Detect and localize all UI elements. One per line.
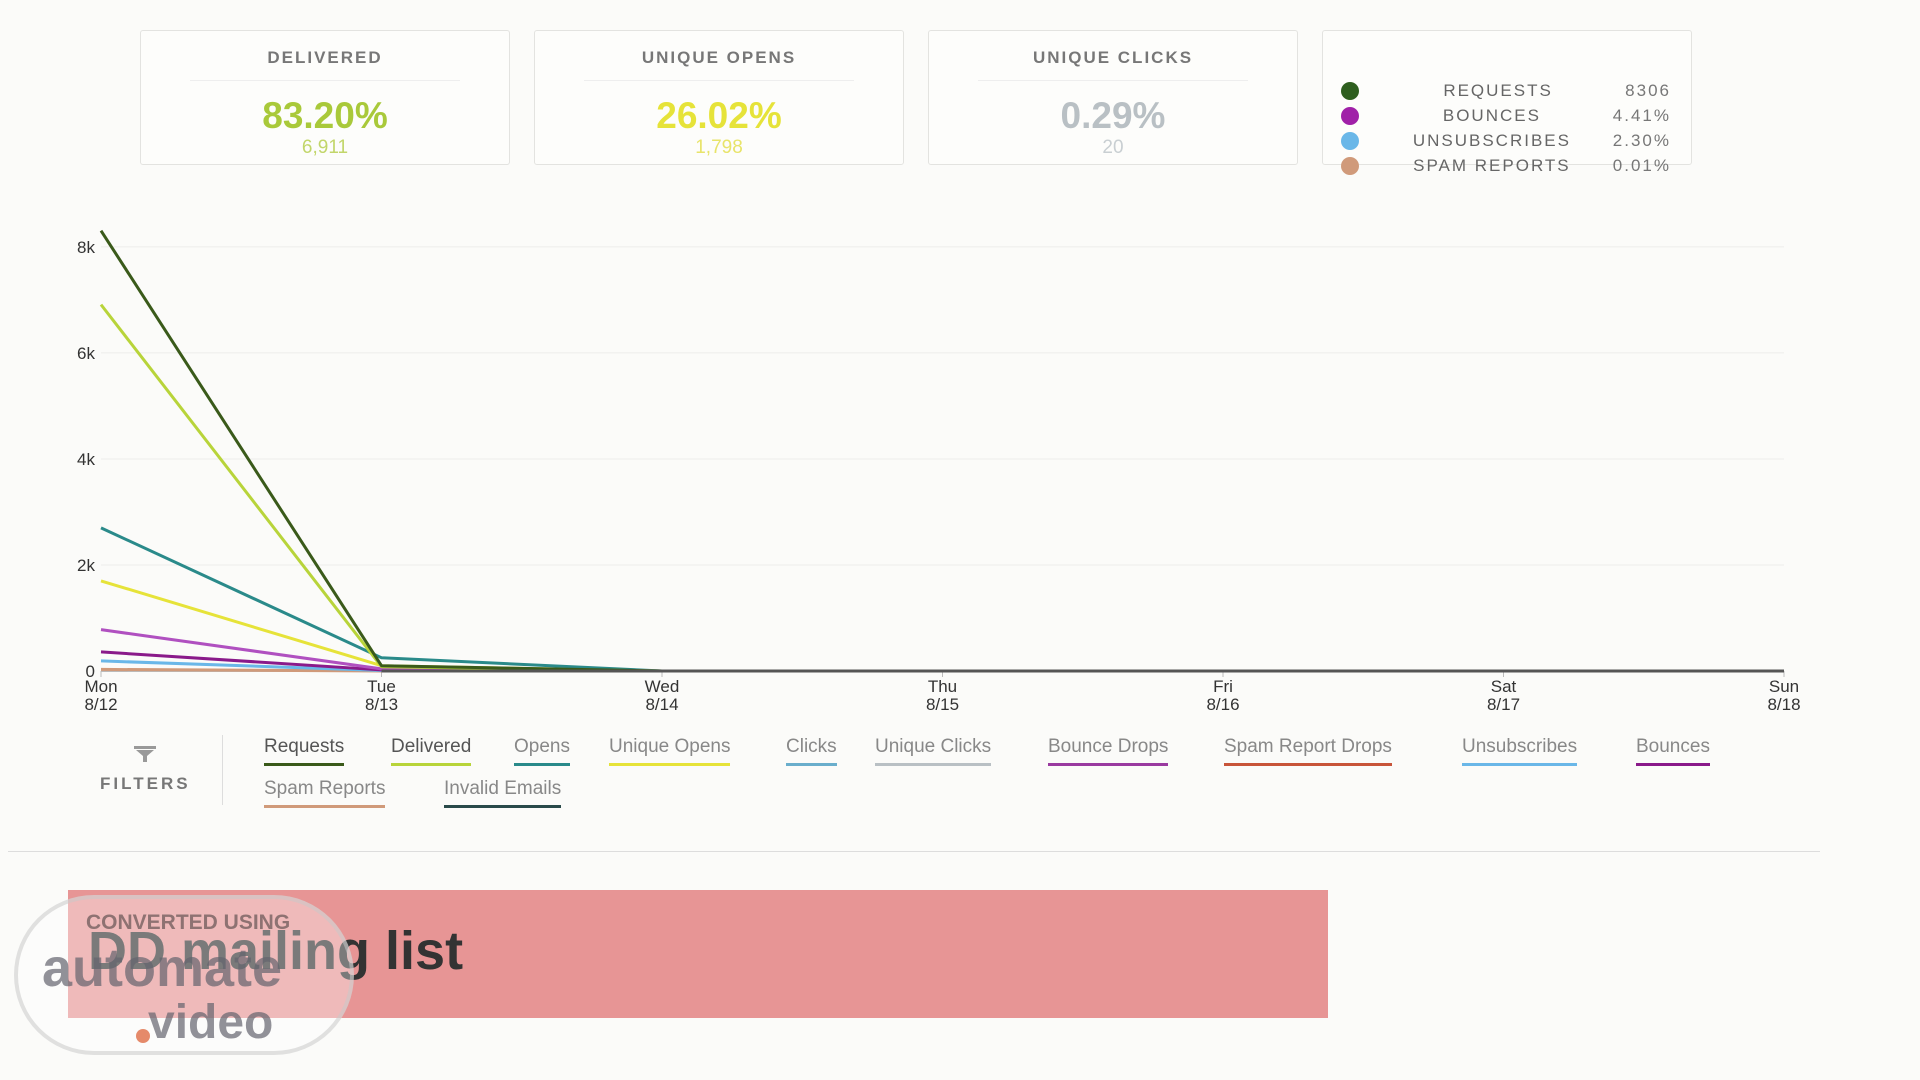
x-tick-label: 8/14 [645,695,678,714]
x-tick-label: 8/12 [84,695,117,714]
y-tick-label: 0 [86,662,95,681]
y-tick-label: 8k [77,238,95,257]
chart-series [99,229,1784,673]
delivered-percent: 83.20% [262,95,388,136]
y-axis: 0 2k 4k 6k 8k [77,238,95,681]
x-tick-label: 8/18 [1767,695,1800,714]
watermark-dot [136,1029,150,1043]
x-tick-label: 8/17 [1487,695,1520,714]
filter-unique-clicks[interactable]: Unique Clicks [875,736,992,766]
series-line-bounces [100,628,1784,673]
summary-row-requests: REQUESTS 8306 [1341,79,1671,103]
delivered-stat-card: DELIVERED 83.20% 6,911 [140,30,510,165]
filter-requests[interactable]: Requests [264,736,345,766]
section-divider [8,851,1820,852]
x-tick-label: 8/13 [365,695,398,714]
x-tick-label: 8/15 [926,695,959,714]
series-line-unique-opens [100,579,1784,673]
unique-opens-count: 1,798 [695,137,743,158]
filters-bar: FILTERS Requests Delivered Opens Unique … [0,730,1920,850]
x-tick-label: 8/16 [1206,695,1239,714]
series-line-bounce-drops [100,650,1784,673]
spam-reports-dot-icon [1341,157,1359,175]
summary-value: 0.01% [1612,156,1671,175]
unique-clicks-stat-card: UNIQUE CLICKS 0.29% 20 [928,30,1298,165]
delivered-label: DELIVERED [267,48,383,67]
chart-grid [101,246,1784,566]
filter-unique-opens[interactable]: Unique Opens [609,736,731,766]
x-tick-label: Thu [928,677,957,696]
filter-invalid-emails[interactable]: Invalid Emails [444,778,562,808]
summary-card: REQUESTS 8306 BOUNCES 4.41% UNSUBSCRIBES… [1322,30,1692,175]
x-tick-label: Mon [84,677,117,696]
summary-value: 4.41% [1612,106,1671,125]
series-line-opens [100,526,1784,673]
summary-row-spam-reports: SPAM REPORTS 0.01% [1341,154,1671,178]
unique-clicks-count: 20 [1102,137,1124,158]
requests-dot-icon [1341,82,1359,100]
watermark-mid-text: automate [42,938,283,998]
x-tick-label: Sun [1769,677,1799,696]
summary-label: REQUESTS [1443,81,1553,100]
delivered-count: 6,911 [301,137,349,158]
filter-delivered[interactable]: Delivered [391,736,472,766]
summary-row-unsubscribes: UNSUBSCRIBES 2.30% [1341,129,1671,153]
y-tick-label: 6k [77,344,95,363]
watermark-top-text: CONVERTED USING [86,911,291,934]
unsubscribes-dot-icon [1341,132,1359,150]
filters-label: FILTERS [100,774,191,793]
unique-opens-label: UNIQUE OPENS [641,48,797,67]
unique-opens-percent: 26.02% [656,95,782,136]
filter-spam-report-drops[interactable]: Spam Report Drops [1224,736,1392,766]
filter-clicks[interactable]: Clicks [786,736,837,766]
filter-bounce-drops[interactable]: Bounce Drops [1048,736,1169,766]
bounces-dot-icon [1341,107,1359,125]
summary-label: SPAM REPORTS [1413,156,1571,175]
summary-row-bounces: BOUNCES 4.41% [1341,104,1671,128]
filter-unsubscribes[interactable]: Unsubscribes [1462,736,1578,766]
filter-opens[interactable]: Opens [514,736,570,766]
summary-value: 2.30% [1612,131,1671,150]
x-tick-label: Fri [1213,677,1233,696]
unique-clicks-percent: 0.29% [1060,95,1166,136]
series-line-requests [99,229,1784,673]
x-tick-label: Tue [367,677,396,696]
series-line-delivered [99,303,1784,673]
summary-value: 8306 [1625,81,1671,100]
filter-spam-reports[interactable]: Spam Reports [264,778,386,808]
x-axis: Mon8/12Tue8/13Wed8/14Thu8/15Fri8/16Sat8/… [84,670,1801,714]
watermark-logo: CONVERTED USING automate video [14,895,354,1055]
x-tick-label: Wed [645,677,680,696]
y-tick-label: 4k [77,450,95,469]
y-tick-label: 2k [77,556,95,575]
filter-bounces[interactable]: Bounces [1636,736,1710,766]
unique-clicks-label: UNIQUE CLICKS [1032,48,1194,67]
filter-funnel-icon[interactable] [130,744,160,764]
watermark-bottom-text: video [148,996,274,1049]
unique-opens-stat-card: UNIQUE OPENS 26.02% 1,798 [534,30,904,165]
summary-label: BOUNCES [1442,106,1541,125]
summary-label: UNSUBSCRIBES [1412,131,1571,150]
x-tick-label: Sat [1491,677,1517,696]
